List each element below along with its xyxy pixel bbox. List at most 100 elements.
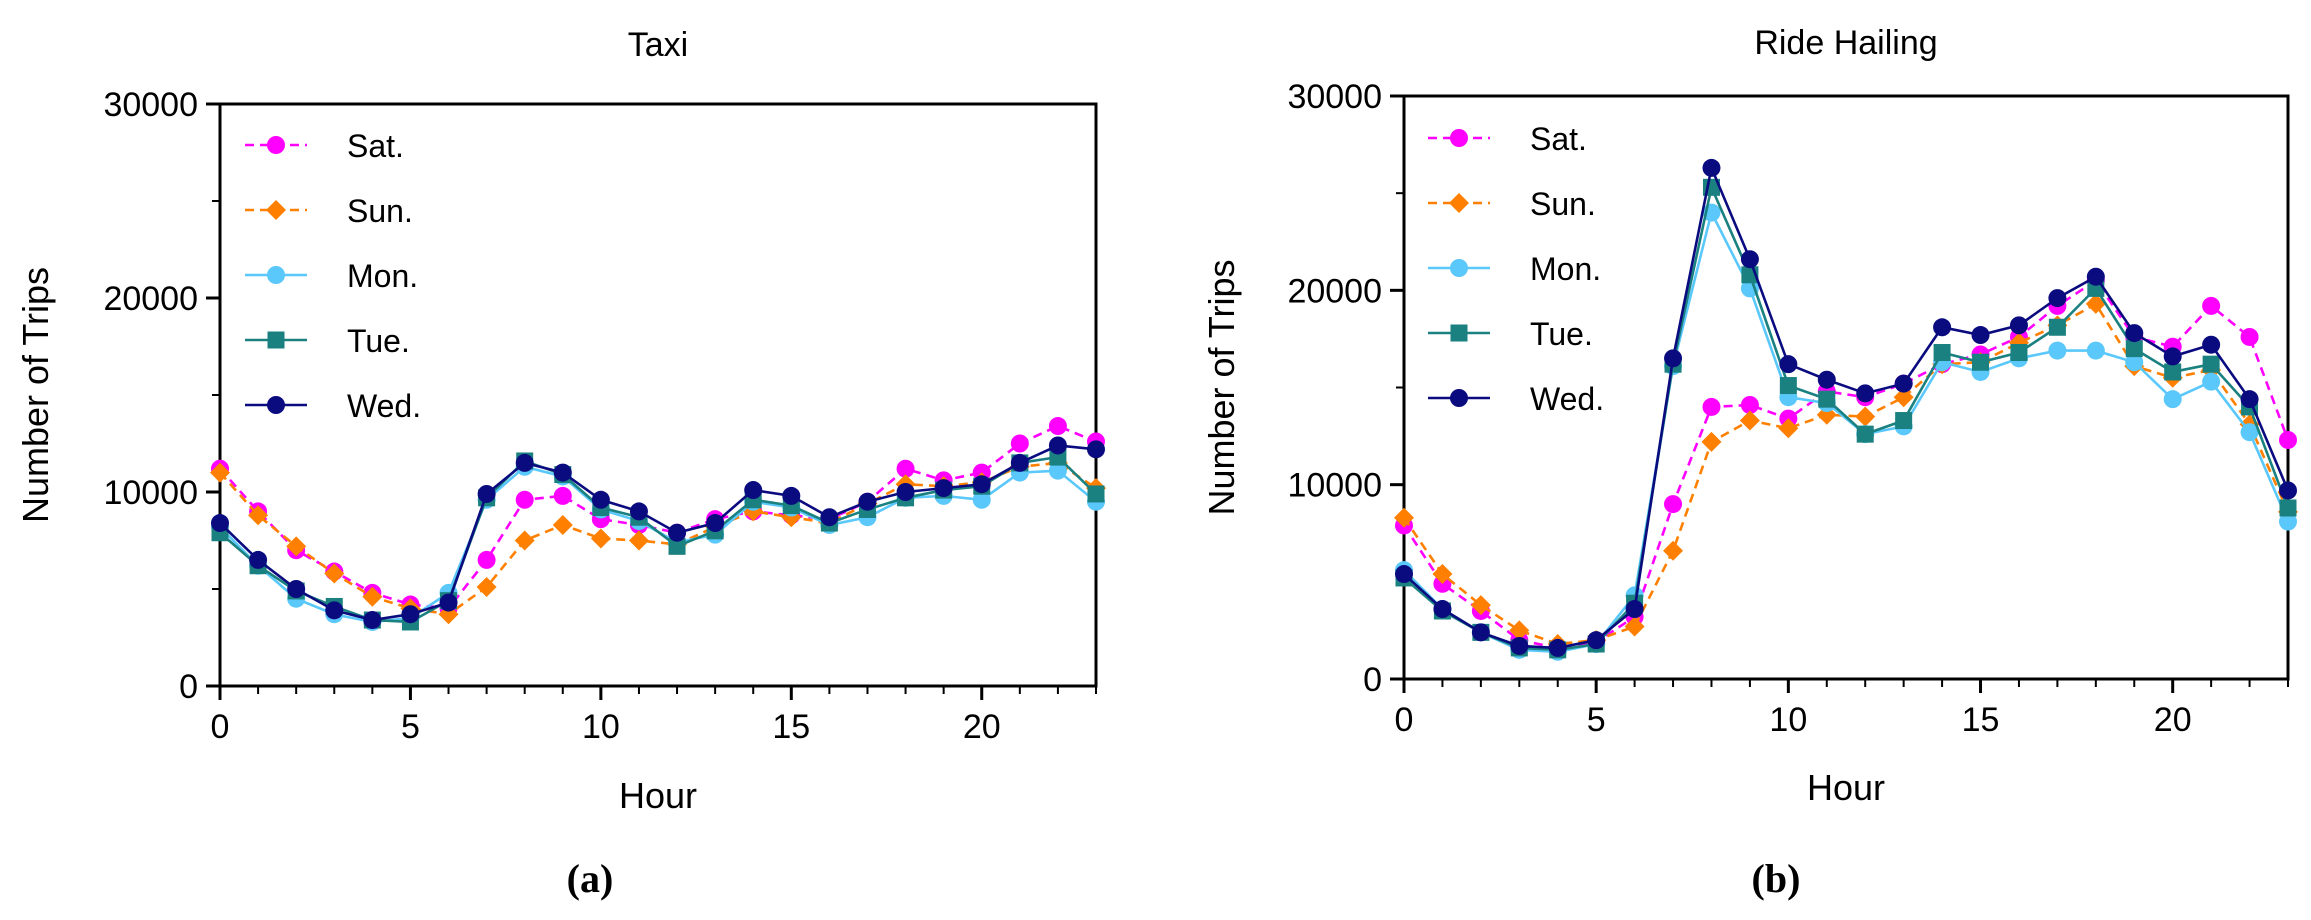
data-point bbox=[553, 463, 572, 482]
data-point bbox=[1971, 326, 1990, 345]
x-tick-label: 20 bbox=[2154, 701, 2192, 739]
legend-item: Sat. bbox=[245, 128, 404, 164]
data-point bbox=[1087, 440, 1105, 459]
data-point bbox=[2086, 267, 2105, 286]
series-sat bbox=[211, 417, 1105, 618]
data-point bbox=[628, 530, 649, 551]
panel-caption: (b) bbox=[1752, 856, 1801, 901]
data-point bbox=[1701, 431, 1722, 452]
data-point bbox=[2163, 347, 2182, 366]
data-point bbox=[972, 490, 991, 509]
legend-item: Wed. bbox=[245, 388, 421, 424]
data-point bbox=[744, 481, 763, 500]
x-tick-label: 15 bbox=[1962, 701, 2000, 739]
data-point bbox=[2279, 481, 2297, 500]
data-point bbox=[2048, 289, 2067, 308]
data-point bbox=[706, 514, 725, 533]
data-point bbox=[1739, 410, 1760, 431]
data-point bbox=[1779, 355, 1798, 374]
data-point bbox=[2085, 293, 2106, 314]
data-point bbox=[1395, 565, 1413, 584]
series-line bbox=[219, 455, 1097, 624]
legend-marker bbox=[1450, 259, 1468, 277]
data-point bbox=[2279, 512, 2297, 531]
data-point bbox=[590, 528, 611, 549]
chart-title: Ride Hailing bbox=[1754, 24, 1937, 62]
data-point bbox=[2163, 390, 2182, 409]
data-point bbox=[1509, 620, 1530, 641]
legend-marker bbox=[1449, 193, 1469, 213]
data-point bbox=[934, 479, 953, 498]
data-point bbox=[515, 490, 534, 509]
data-point bbox=[972, 475, 991, 494]
legend-label: Wed. bbox=[1530, 381, 1604, 417]
x-tick-label: 0 bbox=[211, 708, 230, 746]
data-point bbox=[363, 611, 382, 630]
y-axis-label: Number of Trips bbox=[15, 267, 56, 523]
data-point bbox=[325, 601, 344, 620]
legend-item: Sun. bbox=[245, 193, 413, 229]
data-point bbox=[553, 486, 572, 505]
data-point bbox=[668, 523, 687, 542]
data-point bbox=[2240, 423, 2259, 442]
legend-item: Sun. bbox=[1428, 186, 1596, 222]
data-point bbox=[820, 508, 839, 527]
panel-a: Taxi 0 10000 20000 30000 0 5 10 15 20 Hour Number o… bbox=[15, 26, 1106, 901]
data-point bbox=[2240, 327, 2259, 346]
x-tick-label: 10 bbox=[582, 708, 620, 746]
data-point bbox=[2240, 390, 2259, 409]
y-tick-label: 30000 bbox=[1287, 78, 1382, 116]
data-point bbox=[1702, 397, 1721, 416]
legend-marker bbox=[1450, 324, 1468, 342]
series-wed bbox=[1395, 158, 2297, 657]
data-point bbox=[782, 486, 801, 505]
legend-label: Tue. bbox=[1530, 316, 1593, 352]
data-point bbox=[1893, 387, 1914, 408]
data-point bbox=[2202, 335, 2221, 354]
x-axis-label: Hour bbox=[619, 775, 697, 816]
data-point bbox=[1779, 377, 1797, 395]
series-line bbox=[1402, 302, 2290, 646]
data-point bbox=[2202, 372, 2221, 391]
data-point bbox=[1817, 370, 1836, 389]
data-point bbox=[1894, 374, 1913, 393]
data-point bbox=[1394, 507, 1414, 528]
data-point bbox=[2010, 344, 2028, 362]
data-point bbox=[1664, 495, 1683, 514]
data-point bbox=[1010, 453, 1029, 472]
data-point bbox=[1818, 390, 1836, 408]
data-point bbox=[1702, 158, 1721, 177]
data-point bbox=[1010, 434, 1029, 453]
data-point bbox=[2125, 353, 2144, 372]
data-point bbox=[1048, 461, 1067, 480]
data-point bbox=[1740, 250, 1759, 269]
x-tick-label: 5 bbox=[1587, 701, 1606, 739]
data-point bbox=[1895, 412, 1913, 430]
y-axis-label: Number of Trips bbox=[1201, 259, 1242, 515]
series-line bbox=[219, 465, 1097, 624]
data-point bbox=[362, 586, 383, 607]
data-point bbox=[477, 484, 496, 503]
legend-item: Tue. bbox=[245, 323, 410, 359]
data-point bbox=[2009, 316, 2028, 335]
data-point bbox=[1471, 623, 1490, 642]
data-point bbox=[515, 453, 534, 472]
data-point bbox=[896, 483, 915, 501]
data-point bbox=[1433, 600, 1452, 619]
data-point bbox=[1740, 395, 1759, 414]
data-point bbox=[324, 563, 345, 584]
series-wed bbox=[211, 436, 1105, 630]
y-tick-label: 0 bbox=[179, 668, 198, 706]
data-point bbox=[2164, 363, 2182, 381]
chart-title: Taxi bbox=[628, 26, 688, 64]
data-point bbox=[2279, 430, 2297, 449]
data-point bbox=[2125, 340, 2143, 358]
legend-label: Sat. bbox=[347, 128, 404, 164]
x-tick-label: 10 bbox=[1769, 701, 1807, 739]
legend-item: Sat. bbox=[1428, 121, 1587, 157]
data-point bbox=[1548, 638, 1567, 657]
data-point bbox=[2048, 318, 2066, 336]
y-tick-label: 0 bbox=[1363, 661, 1382, 699]
data-point bbox=[1625, 600, 1644, 619]
